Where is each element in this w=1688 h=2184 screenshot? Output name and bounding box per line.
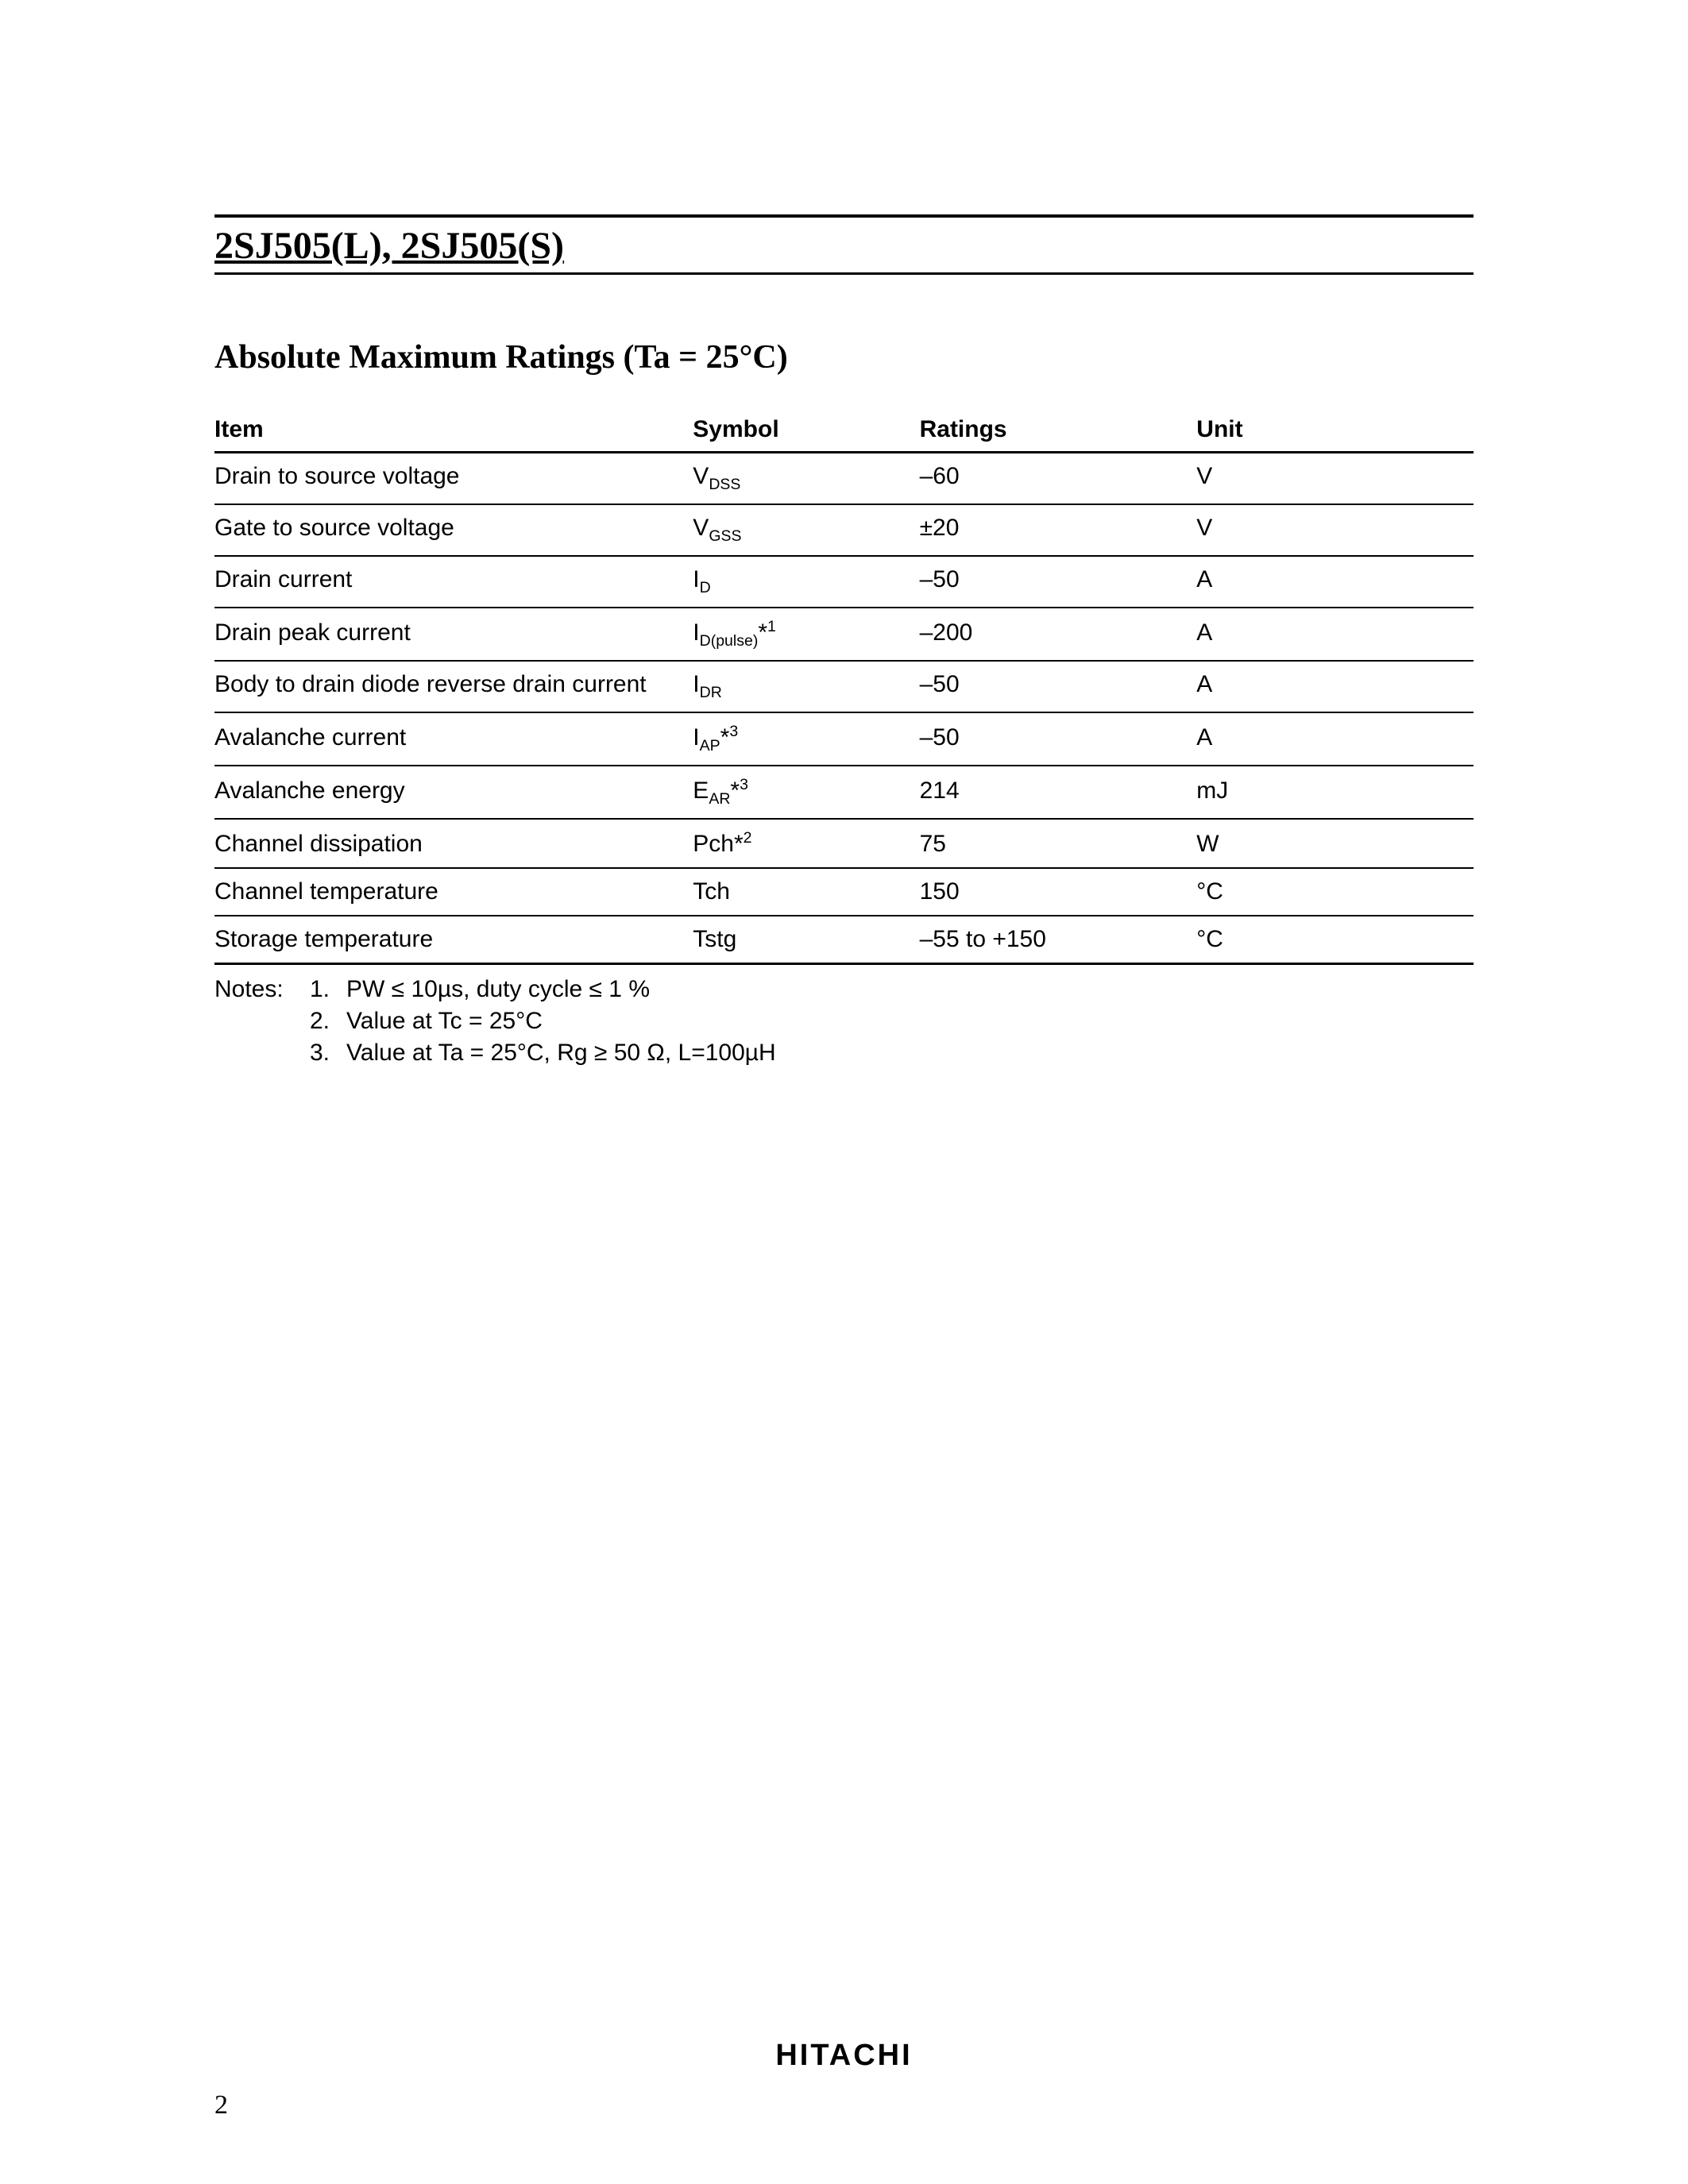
cell-item: Body to drain diode reverse drain curren… [214, 661, 693, 712]
cell-unit: V [1196, 504, 1474, 556]
cell-item: Drain to source voltage [214, 453, 693, 505]
note-number: 3. [310, 1040, 346, 1067]
cell-item: Avalanche current [214, 712, 693, 766]
table-row: Avalanche energyEAR*3214mJ [214, 766, 1474, 819]
note-item: 2.Value at Tc = 25°C [310, 1008, 776, 1035]
cell-symbol: Tstg [693, 916, 919, 964]
notes-label: Notes: [214, 976, 310, 1071]
note-text: Value at Tc = 25°C [346, 1008, 543, 1035]
note-number: 1. [310, 976, 346, 1003]
table-row: Drain currentID–50A [214, 556, 1474, 608]
cell-ratings: –60 [920, 453, 1197, 505]
cell-unit: V [1196, 453, 1474, 505]
cell-unit: °C [1196, 916, 1474, 964]
cell-unit: W [1196, 819, 1474, 868]
page-title: 2SJ505(L), 2SJ505(S) [214, 224, 1474, 268]
cell-ratings: 75 [920, 819, 1197, 868]
cell-unit: A [1196, 661, 1474, 712]
col-header-symbol: Symbol [693, 408, 919, 453]
notes-list: 1.PW ≤ 10µs, duty cycle ≤ 1 %2.Value at … [310, 976, 776, 1071]
cell-item: Gate to source voltage [214, 504, 693, 556]
notes-block: Notes: 1.PW ≤ 10µs, duty cycle ≤ 1 %2.Va… [214, 976, 1474, 1071]
table-row: Drain peak currentID(pulse)*1–200A [214, 608, 1474, 661]
cell-item: Drain peak current [214, 608, 693, 661]
note-text: PW ≤ 10µs, duty cycle ≤ 1 % [346, 976, 650, 1003]
cell-unit: A [1196, 712, 1474, 766]
cell-symbol: IDR [693, 661, 919, 712]
cell-ratings: –50 [920, 712, 1197, 766]
cell-symbol: VGSS [693, 504, 919, 556]
cell-symbol: Pch*2 [693, 819, 919, 868]
cell-unit: A [1196, 556, 1474, 608]
title-underline-rule [214, 272, 1474, 275]
cell-item: Channel temperature [214, 868, 693, 916]
table-row: Channel temperatureTch150°C [214, 868, 1474, 916]
note-text: Value at Ta = 25°C, Rg ≥ 50 Ω, L=100µH [346, 1040, 776, 1067]
table-header-row: Item Symbol Ratings Unit [214, 408, 1474, 453]
top-rule [214, 214, 1474, 218]
cell-ratings: –55 to +150 [920, 916, 1197, 964]
note-number: 2. [310, 1008, 346, 1035]
cell-unit: mJ [1196, 766, 1474, 819]
cell-ratings: ±20 [920, 504, 1197, 556]
cell-ratings: –50 [920, 661, 1197, 712]
cell-ratings: 214 [920, 766, 1197, 819]
col-header-item: Item [214, 408, 693, 453]
cell-item: Channel dissipation [214, 819, 693, 868]
cell-symbol: EAR*3 [693, 766, 919, 819]
table-row: Storage temperatureTstg–55 to +150°C [214, 916, 1474, 964]
note-item: 1.PW ≤ 10µs, duty cycle ≤ 1 % [310, 976, 776, 1003]
cell-unit: °C [1196, 868, 1474, 916]
cell-ratings: –200 [920, 608, 1197, 661]
table-row: Gate to source voltageVGSS±20V [214, 504, 1474, 556]
cell-ratings: 150 [920, 868, 1197, 916]
page-number: 2 [214, 2090, 228, 2120]
ratings-table: Item Symbol Ratings Unit Drain to source… [214, 408, 1474, 965]
cell-item: Drain current [214, 556, 693, 608]
datasheet-page: 2SJ505(L), 2SJ505(S) Absolute Maximum Ra… [0, 0, 1688, 2184]
note-item: 3.Value at Ta = 25°C, Rg ≥ 50 Ω, L=100µH [310, 1040, 776, 1067]
table-row: Drain to source voltageVDSS–60V [214, 453, 1474, 505]
cell-item: Storage temperature [214, 916, 693, 964]
section-title: Absolute Maximum Ratings (Ta = 25°C) [214, 338, 1474, 376]
col-header-ratings: Ratings [920, 408, 1197, 453]
table-row: Channel dissipationPch*275W [214, 819, 1474, 868]
cell-ratings: –50 [920, 556, 1197, 608]
section-title-condition: (Ta = 25°C) [615, 339, 788, 376]
cell-symbol: Tch [693, 868, 919, 916]
section-title-bold: Absolute Maximum Ratings [214, 339, 615, 376]
table-row: Body to drain diode reverse drain curren… [214, 661, 1474, 712]
table-row: Avalanche currentIAP*3–50A [214, 712, 1474, 766]
cell-item: Avalanche energy [214, 766, 693, 819]
cell-symbol: VDSS [693, 453, 919, 505]
cell-unit: A [1196, 608, 1474, 661]
cell-symbol: IAP*3 [693, 712, 919, 766]
col-header-unit: Unit [1196, 408, 1474, 453]
cell-symbol: ID(pulse)*1 [693, 608, 919, 661]
cell-symbol: ID [693, 556, 919, 608]
footer-logo: HITACHI [0, 2039, 1688, 2073]
